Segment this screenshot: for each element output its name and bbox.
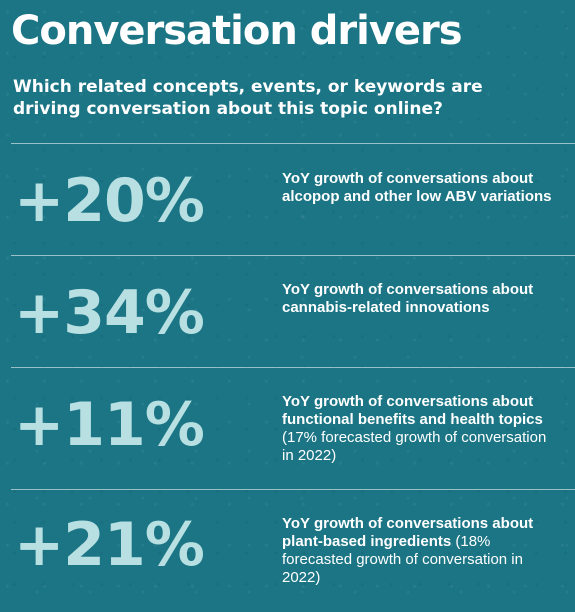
stat-description: YoY growth of conversations about alcopo…: [282, 170, 562, 206]
stat-description: YoY growth of conversations about plant-…: [282, 515, 562, 587]
stat-description-bold: YoY growth of conversations about alcopo…: [282, 170, 552, 205]
stat-description: YoY growth of conversations about cannab…: [282, 281, 562, 317]
divider: [11, 143, 575, 144]
page-title: Conversation drivers: [11, 8, 463, 54]
stat-description-note: (18% forecasted growth of conversation i…: [282, 533, 523, 586]
stat-value: +34%: [14, 278, 205, 348]
page-subtitle: Which related concepts, events, or keywo…: [13, 77, 483, 119]
stat-description-bold: YoY growth of conversations about plant-…: [282, 515, 534, 550]
stat-description-bold: YoY growth of conversations about functi…: [282, 393, 543, 428]
stat-description-bold: YoY growth of conversations about cannab…: [282, 281, 534, 316]
divider: [11, 489, 575, 490]
divider: [11, 367, 575, 368]
stat-value: +21%: [14, 510, 205, 580]
stat-description-note: (17% forecasted growth of conversation i…: [282, 429, 547, 464]
stat-value: +11%: [14, 390, 205, 460]
stat-description: YoY growth of conversations about functi…: [282, 393, 562, 465]
divider: [11, 255, 575, 256]
stat-value: +20%: [14, 166, 205, 236]
